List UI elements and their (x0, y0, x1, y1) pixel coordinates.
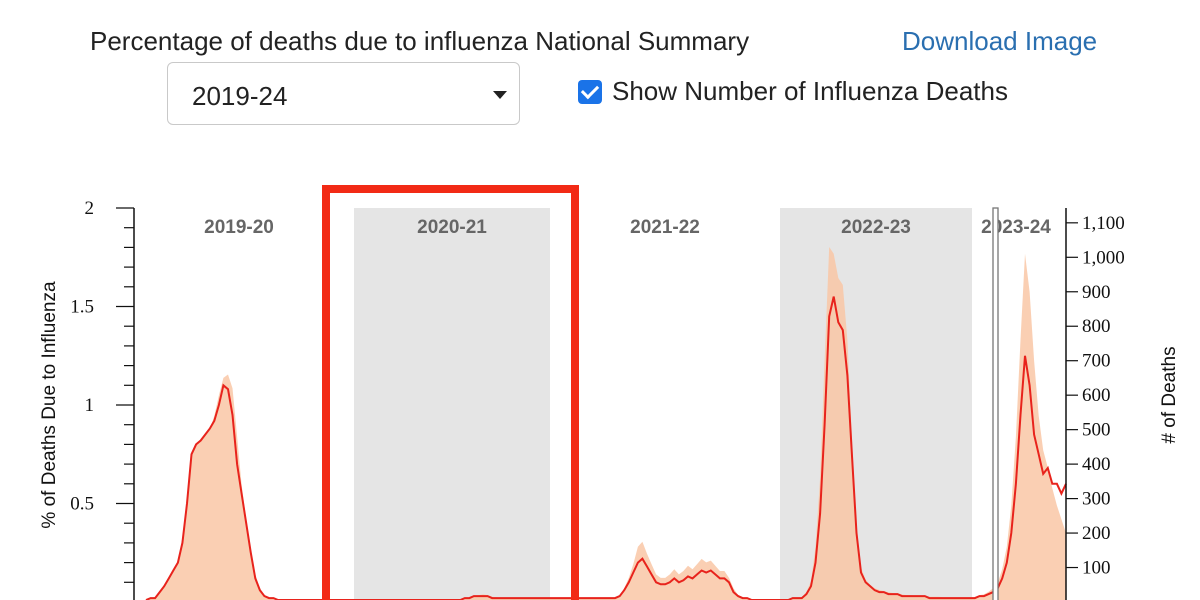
right-axis-label: # of Deaths (1159, 346, 1180, 443)
season-shade-2022-23 (780, 208, 972, 600)
season-label-2023-24: 2023-24 (981, 217, 1051, 238)
percent-deaths-line (145, 296, 1067, 600)
left-axis-label: % of Deaths Due to Influenza (39, 281, 60, 529)
left-tick-label: 2 (85, 198, 95, 219)
season-label-2021-22: 2021-22 (630, 217, 700, 238)
right-tick-label: 1,100 (1082, 213, 1125, 234)
show-deaths-toggle[interactable]: Show Number of Influenza Deaths (578, 76, 1008, 107)
left-tick-label: 0.5 (70, 494, 94, 515)
right-tick-label: 800 (1082, 316, 1111, 337)
right-tick-label: 100 (1082, 558, 1111, 579)
right-tick-label: 200 (1082, 523, 1111, 544)
right-tick-label: 700 (1082, 351, 1111, 372)
season-shade-2020-21 (354, 208, 550, 600)
page-title: Percentage of deaths due to influenza Na… (90, 26, 750, 56)
season-highlight-box (322, 185, 579, 600)
season-range-value: 2019-24 (192, 81, 288, 111)
season-range-select[interactable]: 2019-24 (167, 62, 520, 125)
left-tick-label: 1.5 (70, 297, 94, 318)
season-label-2022-23: 2022-23 (841, 217, 911, 238)
right-tick-label: 500 (1082, 420, 1111, 441)
deaths-area (146, 247, 1066, 600)
right-tick-label: 300 (1082, 489, 1111, 510)
season-label-2019-20: 2019-20 (204, 217, 274, 238)
right-tick-label: 900 (1082, 282, 1111, 303)
right-tick-label: 400 (1082, 454, 1111, 475)
left-tick-label: 1 (85, 395, 95, 416)
season-label-2020-21: 2020-21 (417, 217, 487, 238)
download-image-link[interactable]: Download Image (902, 26, 1098, 56)
right-tick-label: 600 (1082, 385, 1111, 406)
right-tick-label: 1,000 (1082, 247, 1125, 268)
show-deaths-label: Show Number of Influenza Deaths (612, 76, 1008, 106)
chevron-down-icon (493, 91, 507, 99)
current-week-marker (992, 207, 999, 600)
checkbox-checked-icon[interactable] (578, 79, 602, 104)
